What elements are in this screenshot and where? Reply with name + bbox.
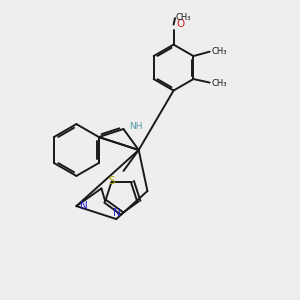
Text: CH₃: CH₃	[176, 13, 191, 22]
Text: S: S	[108, 176, 115, 186]
Text: NH: NH	[129, 122, 142, 131]
Text: O: O	[176, 19, 184, 29]
Text: CH₃: CH₃	[211, 46, 226, 56]
Text: N: N	[113, 208, 121, 218]
Text: N: N	[80, 201, 88, 211]
Text: CH₃: CH₃	[211, 79, 226, 88]
